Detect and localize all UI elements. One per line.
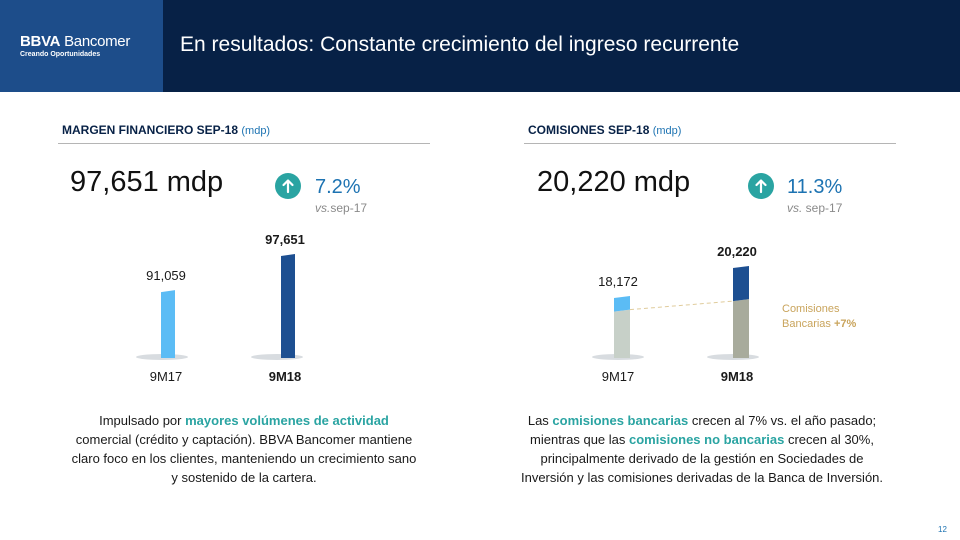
bar-9M17-bancarias xyxy=(614,309,630,358)
right-big-value: 20,220 mdp xyxy=(537,166,691,198)
category-label-9M18: 9M18 xyxy=(268,369,302,384)
left-divider xyxy=(58,143,430,144)
arrow-up-icon xyxy=(748,173,774,199)
arrow-up-icon xyxy=(275,173,301,199)
category-label-9M17: 9M17 xyxy=(601,369,635,384)
left-section-title: MARGEN FINANCIERO SEP-18 (mdp) xyxy=(62,123,271,137)
left-vs-label: vs.sep-17 xyxy=(315,201,368,215)
comisiones-chart: 18,172 20,220 9M17 9M18 xyxy=(520,232,820,392)
bar-shadow-9M18 xyxy=(251,354,303,360)
bar-value-label-9M18: 97,651 xyxy=(265,232,305,247)
left-growth-pct: 7.2% xyxy=(315,176,361,198)
bar-9M17 xyxy=(161,290,175,358)
left-description: Impulsado por mayores volúmenes de activ… xyxy=(71,413,417,485)
right-divider xyxy=(524,143,896,144)
logo-tagline: Creando Oportunidades xyxy=(20,51,101,58)
bar-9M18-no-bancarias xyxy=(733,266,749,302)
bar-value-label-9M18: 20,220 xyxy=(717,244,757,259)
bar-9M18 xyxy=(281,254,295,358)
right-growth-pct: 11.3% xyxy=(787,176,843,198)
logo-title: BBVA Bancomer xyxy=(20,33,131,50)
margen-financiero-chart: 91,059 97,651 9M17 9M18 xyxy=(70,232,370,392)
left-big-value: 97,651 mdp xyxy=(70,166,224,198)
bar-value-label-9M17: 91,059 xyxy=(146,268,186,284)
right-description: Las comisiones bancarias crecen al 7% vs… xyxy=(520,413,884,485)
comisiones-bancarias-annotation: Comisiones Bancarias +7% xyxy=(782,303,857,330)
comisiones-chart-svg xyxy=(592,266,759,360)
page-title: En resultados: Constante crecimiento del… xyxy=(180,33,740,56)
bar-9M18-bancarias xyxy=(733,299,749,358)
right-vs-label: vs. sep-17 xyxy=(787,201,843,215)
margen-chart-svg xyxy=(136,254,303,360)
bar-value-label-9M17: 18,172 xyxy=(598,273,638,289)
category-label-9M17: 9M17 xyxy=(149,369,183,384)
bancarias-growth-connector xyxy=(629,300,734,311)
bbva-bancomer-logo: BBVA Bancomer Creando Oportunidades xyxy=(0,0,163,92)
bar-9M17-no-bancarias xyxy=(614,295,630,312)
header-bar: BBVA Bancomer Creando Oportunidades En r… xyxy=(0,0,960,92)
category-label-9M18: 9M18 xyxy=(720,369,754,384)
page-number: 12 xyxy=(938,525,947,534)
right-section-title: COMISIONES SEP-18 (mdp) xyxy=(528,123,682,137)
